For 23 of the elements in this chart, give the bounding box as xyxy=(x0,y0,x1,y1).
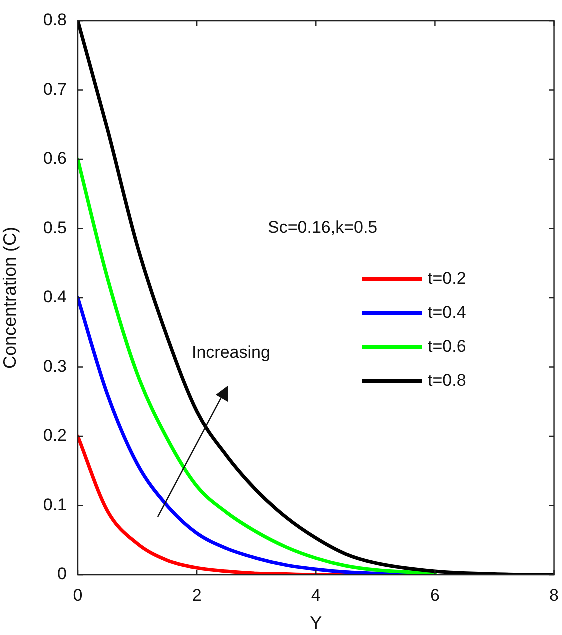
legend-label: t=0.8 xyxy=(428,371,466,391)
y-tick-label: 0.5 xyxy=(43,218,67,238)
y-tick-label: 0.7 xyxy=(43,80,67,99)
x-tick-label: 0 xyxy=(73,586,83,605)
x-axis-title: Y xyxy=(310,613,322,634)
y-tick-label: 0.2 xyxy=(43,426,67,446)
x-tick-label: 8 xyxy=(550,586,560,605)
legend-label: t=0.2 xyxy=(428,269,466,289)
annotation: Increasing xyxy=(192,343,270,363)
y-tick-label: 0 xyxy=(58,564,67,584)
x-tick-label: 4 xyxy=(311,586,321,605)
legend-label: t=0.6 xyxy=(428,337,466,357)
annotation: Sc=0.16,k=0.5 xyxy=(268,218,378,238)
legend-label: t=0.4 xyxy=(428,303,466,323)
y-tick-label: 0.8 xyxy=(43,10,67,30)
y-tick-label: 0.1 xyxy=(43,495,67,514)
y-tick-label: 0.4 xyxy=(43,288,67,307)
x-tick-label: 2 xyxy=(192,586,202,605)
y-tick-label: 0.3 xyxy=(43,356,67,376)
y-tick-label: 0.6 xyxy=(43,149,67,168)
x-tick-label: 6 xyxy=(430,586,440,605)
y-axis-title: Concentration (C) xyxy=(0,226,20,370)
line-series xyxy=(78,21,554,575)
